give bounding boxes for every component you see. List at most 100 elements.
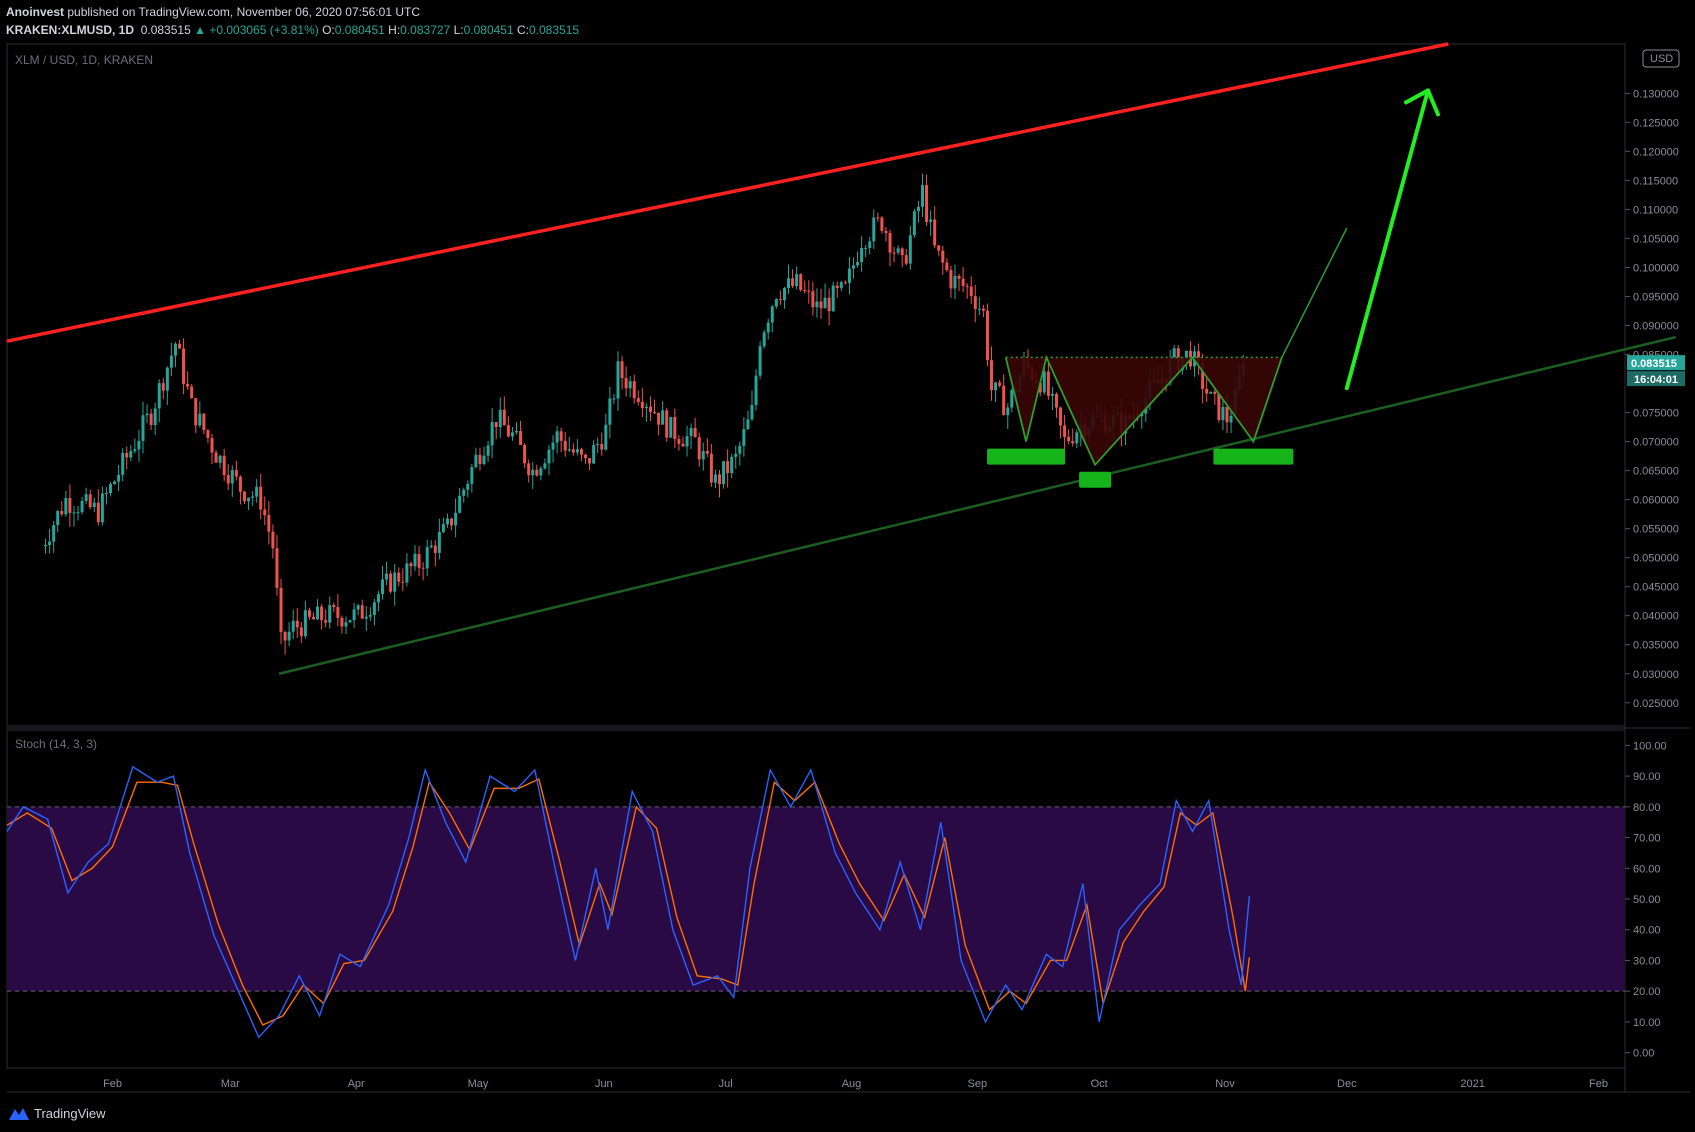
candle-body [405, 563, 409, 583]
candle-body [811, 291, 815, 308]
time-tick-label: Mar [221, 1078, 240, 1090]
candle-body [454, 512, 458, 526]
candle-body [961, 278, 965, 286]
candle-body [604, 424, 608, 450]
candle-body [198, 413, 202, 426]
price-tick-label: 0.105000 [1633, 233, 1679, 245]
head-and-shoulders-zigzag[interactable] [1004, 354, 1283, 467]
support-trendline[interactable] [278, 335, 1676, 675]
candle-body [490, 422, 494, 446]
candle-body [1075, 432, 1079, 444]
stoch-tick-label: 0.00 [1633, 1048, 1654, 1060]
target-arrow[interactable] [1344, 88, 1430, 391]
resistance-trendline[interactable] [6, 42, 1449, 343]
candle-body [636, 398, 640, 402]
projection-line[interactable] [1281, 227, 1348, 358]
candle-body [141, 415, 145, 441]
candle-body [72, 512, 76, 514]
candle-body [555, 431, 559, 443]
candle-body [981, 308, 985, 311]
candle-body [299, 627, 303, 637]
candle-body [872, 217, 876, 242]
currency-badge[interactable] [1642, 49, 1680, 68]
candle-body [990, 360, 994, 391]
stoch-tick-label: 50.00 [1633, 894, 1661, 906]
symbol-label[interactable]: KRAKEN:XLMUSD, 1D [6, 23, 135, 37]
stoch-d-line[interactable] [6, 778, 1251, 1026]
candle-body [973, 296, 977, 309]
candle-body [839, 282, 843, 289]
candle-body [1042, 371, 1046, 393]
candle-body [665, 410, 669, 438]
candle-body [843, 282, 847, 284]
candle-body [799, 274, 803, 290]
candle-body [762, 332, 766, 347]
price-tick-label: 0.090000 [1633, 321, 1679, 333]
candle-body [819, 301, 823, 309]
candle-body [998, 382, 1002, 386]
candle-body [567, 449, 571, 451]
time-tick-label: Jun [595, 1078, 613, 1090]
candle-body [157, 383, 161, 409]
tradingview-logo[interactable]: TradingView [8, 1104, 106, 1122]
time-tick-label: Feb [1589, 1078, 1608, 1090]
candle-body [413, 553, 417, 567]
candle-body [397, 572, 401, 582]
candle-body [896, 248, 900, 253]
candle-body [705, 451, 709, 454]
candle-body [96, 502, 100, 523]
candle-body [445, 518, 449, 525]
candle-body [169, 355, 173, 368]
candle-body [190, 386, 194, 399]
high-value: 0.083727 [400, 23, 451, 37]
candle-body [316, 606, 320, 620]
candle-body [884, 230, 888, 233]
candle-body [1010, 389, 1014, 408]
price-tick-label: 0.050000 [1633, 553, 1679, 565]
stoch-tick-label: 10.00 [1633, 1017, 1661, 1029]
chart-header: Anoinvest published on TradingView.com, … [0, 0, 1695, 42]
candle-body [851, 265, 855, 269]
candle-body [596, 443, 600, 446]
candle-body [186, 383, 190, 387]
candle-body [247, 497, 251, 502]
candle-body [1140, 413, 1144, 417]
stoch-k-line[interactable] [6, 765, 1251, 1039]
time-tick-label: Sep [968, 1078, 988, 1090]
candle-body [214, 452, 218, 463]
candle-body [279, 587, 283, 632]
candle-body [579, 449, 583, 455]
candle-body [409, 563, 413, 567]
candle-body [677, 439, 681, 444]
candle-body [559, 431, 563, 441]
stoch-tick-label: 30.00 [1633, 955, 1661, 967]
candle-body [153, 408, 157, 426]
candle-body [145, 413, 149, 416]
candle-body [275, 548, 279, 588]
candle-body [210, 438, 214, 453]
candle-body [868, 241, 872, 248]
candle-body [84, 494, 88, 501]
candle-body [726, 461, 730, 474]
candle-body [1209, 391, 1213, 394]
candle-body [242, 491, 246, 502]
candle-body [1054, 394, 1058, 408]
publisher-name[interactable]: Anoinvest [6, 5, 65, 19]
candle-body [941, 250, 945, 263]
candle-body [807, 290, 811, 292]
candle-body [271, 531, 275, 549]
footer: TradingView [0, 1090, 1695, 1132]
candle-body [1221, 406, 1225, 420]
price-tick-label: 0.035000 [1633, 640, 1679, 652]
price-pane[interactable] [6, 43, 1626, 727]
candle-body [263, 509, 267, 516]
price-tick-label: 0.030000 [1633, 669, 1679, 681]
candle-body [709, 453, 713, 483]
candle-body [437, 531, 441, 553]
candle-body [421, 567, 425, 569]
candle-body [693, 427, 697, 438]
candle-body [462, 489, 466, 496]
candle-body [921, 185, 924, 207]
candle-body [376, 594, 380, 603]
